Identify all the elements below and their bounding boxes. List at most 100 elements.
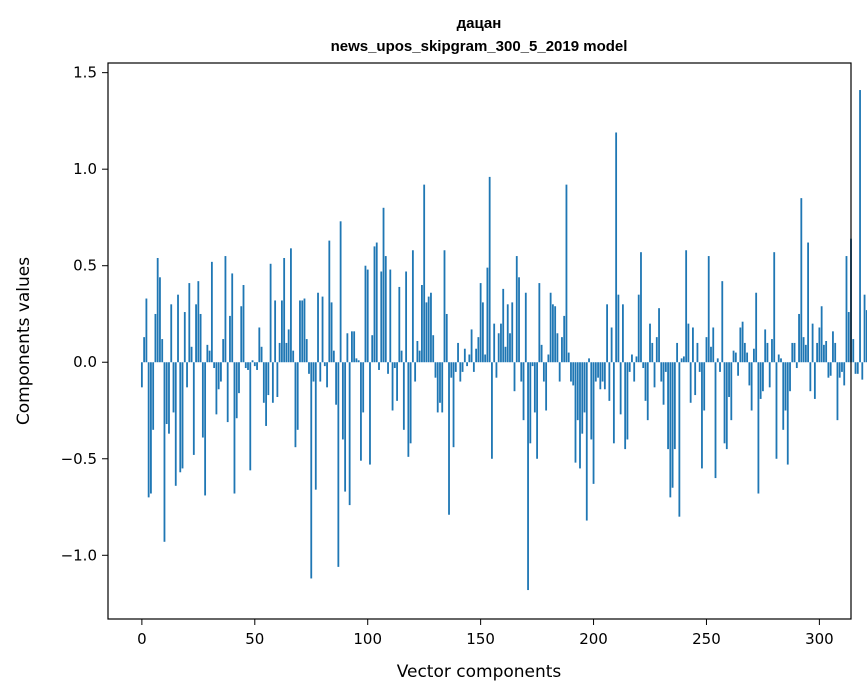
bar xyxy=(748,362,751,386)
bar xyxy=(301,300,304,363)
bar xyxy=(622,304,624,363)
bar xyxy=(220,362,222,382)
y-tick-label: −0.5 xyxy=(61,450,97,468)
bar xyxy=(752,348,755,363)
bar xyxy=(653,362,656,388)
bar xyxy=(183,312,186,363)
bar xyxy=(215,362,218,415)
bar xyxy=(570,362,572,382)
bar xyxy=(445,313,448,363)
bar xyxy=(258,327,261,363)
bar xyxy=(222,339,225,363)
bar xyxy=(152,362,155,430)
bar xyxy=(351,331,353,363)
bar xyxy=(741,321,744,363)
bar xyxy=(798,313,800,363)
x-tick-label: 200 xyxy=(579,630,608,648)
bar xyxy=(271,362,274,403)
bar xyxy=(832,331,834,363)
bar xyxy=(694,362,697,396)
bar xyxy=(384,256,387,363)
bar xyxy=(323,362,326,367)
bar xyxy=(366,269,369,363)
bar xyxy=(475,348,478,363)
bar xyxy=(481,302,484,363)
bar xyxy=(491,362,493,459)
x-tick-label: 300 xyxy=(805,630,834,648)
bar xyxy=(619,362,622,415)
bar xyxy=(204,362,207,496)
bar xyxy=(757,362,760,494)
bar xyxy=(174,362,177,486)
bar xyxy=(213,362,216,369)
bar xyxy=(430,292,432,363)
bar xyxy=(161,339,164,363)
bar xyxy=(861,362,864,380)
bar xyxy=(454,362,457,372)
bar xyxy=(689,362,692,403)
bar xyxy=(608,362,611,401)
bar xyxy=(229,315,231,363)
bar xyxy=(750,362,753,411)
bar xyxy=(500,323,502,363)
bar xyxy=(549,292,552,363)
bar xyxy=(773,252,776,363)
bar xyxy=(771,339,773,363)
bar xyxy=(190,346,193,363)
bar xyxy=(823,344,825,363)
bar xyxy=(538,283,541,363)
bar xyxy=(545,362,548,411)
bar xyxy=(256,362,258,370)
bar xyxy=(287,329,290,363)
bar xyxy=(504,346,507,363)
bar xyxy=(533,362,536,413)
bar xyxy=(332,350,335,363)
bar xyxy=(341,362,344,440)
bar xyxy=(601,362,604,382)
bar xyxy=(509,333,511,363)
bar xyxy=(140,362,143,388)
x-tick-label: 0 xyxy=(137,630,147,648)
bar xyxy=(592,362,595,484)
bar xyxy=(719,362,721,372)
bar xyxy=(791,342,794,363)
bar xyxy=(768,362,771,388)
bar xyxy=(177,294,179,363)
bar xyxy=(260,346,263,363)
bar xyxy=(378,362,380,370)
bar xyxy=(680,358,683,363)
bar xyxy=(418,350,421,363)
x-tick-label: 150 xyxy=(466,630,495,648)
bar xyxy=(610,327,613,363)
bar xyxy=(856,362,859,374)
bar xyxy=(775,362,778,459)
bar xyxy=(728,362,730,397)
bar xyxy=(529,362,532,444)
bar xyxy=(290,248,292,363)
y-tick-label: 0.5 xyxy=(73,257,97,275)
bar xyxy=(470,329,473,363)
bar xyxy=(800,198,803,363)
bar xyxy=(172,362,175,413)
bar xyxy=(780,358,782,363)
bar xyxy=(163,362,166,542)
bar xyxy=(179,362,182,473)
bar xyxy=(253,362,256,367)
bar xyxy=(809,362,812,392)
bar xyxy=(843,362,846,386)
bar xyxy=(667,362,669,450)
bar xyxy=(294,362,297,448)
bar xyxy=(461,362,464,372)
chart-title-line-1: дацан xyxy=(457,15,502,32)
bar xyxy=(242,285,245,363)
bar xyxy=(599,362,602,390)
bar xyxy=(563,315,566,363)
y-tick-label: 1.0 xyxy=(73,160,97,178)
bar xyxy=(346,333,349,363)
bar xyxy=(233,362,236,494)
bar xyxy=(265,362,267,426)
bar xyxy=(786,362,789,465)
bar xyxy=(393,362,396,369)
bar xyxy=(432,335,435,363)
bar xyxy=(251,360,254,363)
